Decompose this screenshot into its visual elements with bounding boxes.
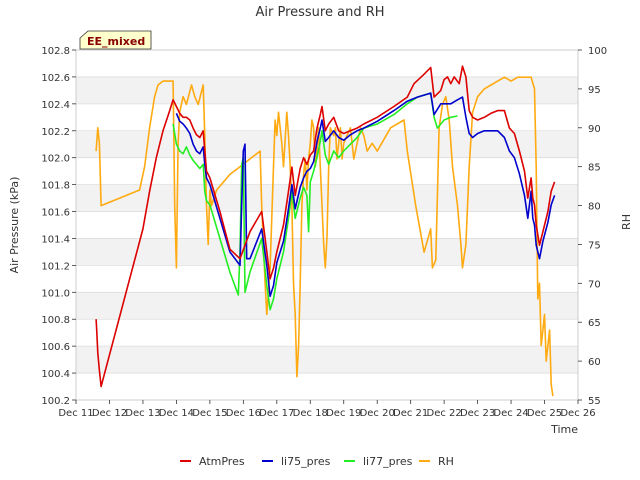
y-tick-label: 101.8 [41,181,70,192]
y2-tick-label: 85 [588,163,601,174]
band [76,292,578,320]
y2-tick-label: 95 [588,85,601,96]
y2-tick-label: 100 [588,46,607,57]
legend-label: li75_pres [281,455,331,468]
band [76,346,578,374]
y-tick-label: 101.0 [41,288,70,299]
legend: AtmPres li75_pres li77_pres RH [180,455,454,468]
x-tick-label: Dec 11 [58,408,93,419]
legend-label: AtmPres [199,455,245,468]
x-tick-label: Dec 22 [427,408,462,419]
x-tick-label: Dec 16 [226,408,261,419]
y2-tick-label: 55 [588,396,601,407]
y2-tick-label: 90 [588,124,601,135]
x-tick-label: Dec 25 [527,408,562,419]
series-line-atmpres [95,65,556,388]
y-tick-label: 100.8 [41,315,70,326]
legend-label: RH [438,455,454,468]
y-tick-label: 101.2 [41,261,70,272]
x-tick-label: Dec 14 [159,408,194,419]
data-series [95,65,556,397]
x-tick-label: Dec 24 [493,408,528,419]
x-tick-label: Dec 18 [293,408,328,419]
y-tick-label: 102.2 [41,127,70,138]
y-tick-label: 101.6 [41,208,70,219]
y2-axis-label: RH [620,214,633,230]
x-axis-label: Time [550,423,578,436]
y-tick-label: 102.8 [41,46,70,57]
x-tick-label: Dec 21 [393,408,428,419]
x-tick-label: Dec 15 [192,408,227,419]
y-tick-label: 102.6 [41,73,70,84]
y-tick-label: 100.4 [41,369,70,380]
y-axis-left: 100.2 100.4 100.6 100.8 101.0 101.2 101.4 101.6… [41,46,76,407]
y-tick-label: 100.6 [41,342,70,353]
x-tick-label: Dec 13 [125,408,160,419]
y-tick-label: 102.0 [41,154,70,165]
x-tick-label: Dec 23 [460,408,495,419]
y-tick-label: 100.2 [41,396,70,407]
y2-tick-label: 70 [588,279,601,290]
series-line-li75_pres [175,92,556,298]
series-line-li77_pres [172,92,458,311]
x-tick-label: Dec 20 [360,408,395,419]
site-label: EE_mixed [87,35,145,48]
y-tick-label: 102.4 [41,100,70,111]
site-label-box: EE_mixed [79,30,152,50]
y-tick-label: 101.4 [41,234,70,245]
x-tick-label: Dec 26 [560,408,595,419]
band [76,76,578,104]
legend-label: li77_pres [363,455,413,468]
y2-tick-label: 60 [588,357,601,368]
y-axis-label: Air Pressure (kPa) [8,177,21,274]
chart-title: Air Pressure and RH [255,5,384,20]
y2-tick-label: 80 [588,202,601,213]
y2-tick-label: 65 [588,318,601,329]
x-tick-label: Dec 17 [259,408,294,419]
plot-area [75,49,579,401]
y-axis-right: 55 60 65 70 75 80 85 90 95 100 [578,46,607,407]
x-tick-label: Dec 12 [92,408,127,419]
x-tick-label: Dec 19 [326,408,361,419]
y2-tick-label: 75 [588,240,601,251]
